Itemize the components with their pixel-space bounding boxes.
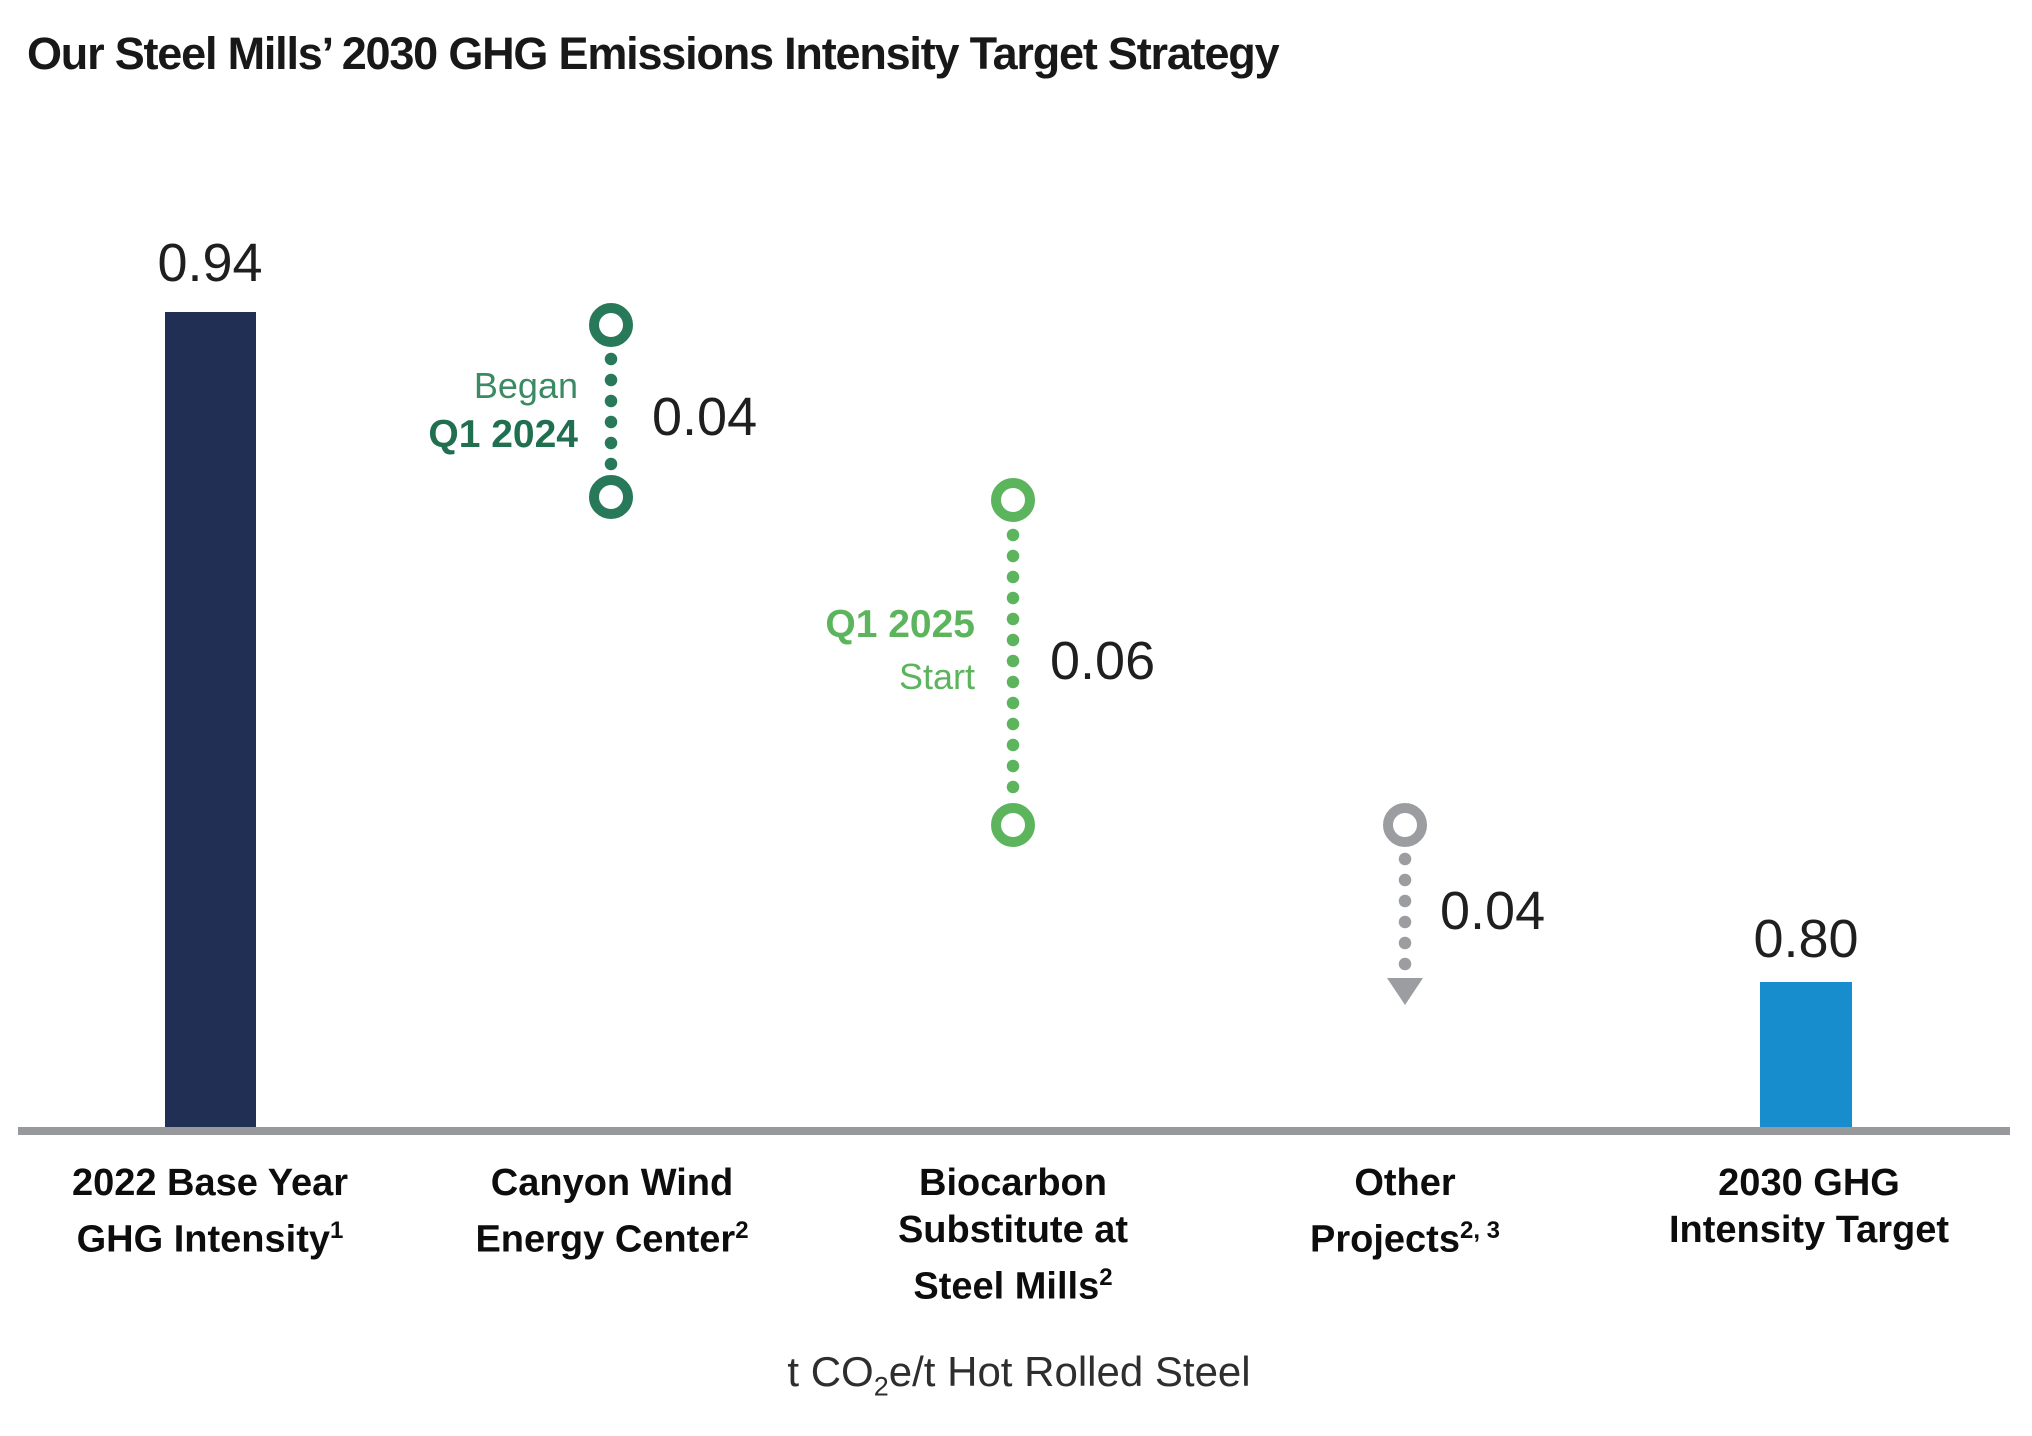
base-bar-value-label: 0.94 — [157, 233, 263, 293]
axis-unit-label: t CO2e/t Hot Rolled Steel — [787, 1348, 1250, 1402]
footnote-superscript: 2, 3 — [1459, 1217, 1500, 1244]
category-label-biocarbon: Biocarbon Substitute at Steel Mills2 — [898, 1160, 1128, 1311]
footnote-superscript: 2 — [735, 1217, 749, 1244]
biocarbon-top-circle-icon — [991, 478, 1035, 522]
biocarbon-note: Q1 2025 Start — [825, 600, 975, 704]
canyon-top-circle-icon — [589, 303, 633, 347]
category-line: Energy Center — [475, 1218, 736, 1261]
axis-unit-post: e/t Hot Rolled Steel — [888, 1348, 1251, 1395]
category-line: Biocarbon — [919, 1162, 1107, 1204]
canyon-note-line2: Q1 2024 — [428, 413, 578, 456]
category-label-base-year: 2022 Base Year GHG Intensity1 — [72, 1160, 348, 1264]
other-top-circle-icon — [1383, 803, 1427, 847]
biocarbon-note-line2: Start — [898, 656, 975, 697]
category-line: GHG Intensity — [76, 1218, 330, 1261]
axis-baseline — [18, 1127, 2010, 1135]
biocarbon-bottom-circle-icon — [991, 803, 1035, 847]
canyon-note-line1: Began — [473, 365, 578, 406]
category-line: Substitute at — [897, 1209, 1129, 1251]
axis-unit-pre: t CO — [787, 1348, 874, 1395]
category-line: Canyon Wind — [490, 1162, 734, 1204]
category-line: Intensity Target — [1668, 1209, 1950, 1251]
biocarbon-dotted-line — [1006, 525, 1020, 801]
target-bar-value-label: 0.80 — [1753, 909, 1859, 969]
category-line: Projects — [1310, 1218, 1460, 1261]
biocarbon-value-label: 0.06 — [1050, 631, 1156, 691]
category-line: Other — [1354, 1162, 1456, 1204]
page-title: Our Steel Mills’ 2030 GHG Emissions Inte… — [27, 28, 1280, 79]
base-year-bar — [165, 312, 256, 1127]
target-bar — [1760, 982, 1852, 1127]
category-line: Steel Mills — [913, 1265, 1100, 1308]
other-dotted-line — [1398, 849, 1412, 975]
canyon-dotted-line — [604, 349, 618, 473]
other-arrow-down-icon — [1387, 978, 1423, 1005]
footnote-superscript: 1 — [330, 1217, 344, 1244]
canyon-note: Began Q1 2024 — [428, 362, 578, 460]
category-label-target: 2030 GHG Intensity Target — [1669, 1160, 1949, 1254]
category-label-other-projects: Other Projects2, 3 — [1310, 1160, 1500, 1264]
canyon-value-label: 0.04 — [652, 387, 758, 447]
category-line: 2022 Base Year — [71, 1162, 349, 1204]
canyon-bottom-circle-icon — [589, 475, 633, 519]
biocarbon-note-line1: Q1 2025 — [825, 603, 975, 646]
axis-unit-subscript: 2 — [873, 1371, 889, 1402]
category-line: 2030 GHG — [1718, 1162, 1900, 1204]
category-label-canyon-wind: Canyon Wind Energy Center2 — [475, 1160, 748, 1264]
other-value-label: 0.04 — [1440, 881, 1546, 941]
footnote-superscript: 2 — [1099, 1264, 1113, 1291]
